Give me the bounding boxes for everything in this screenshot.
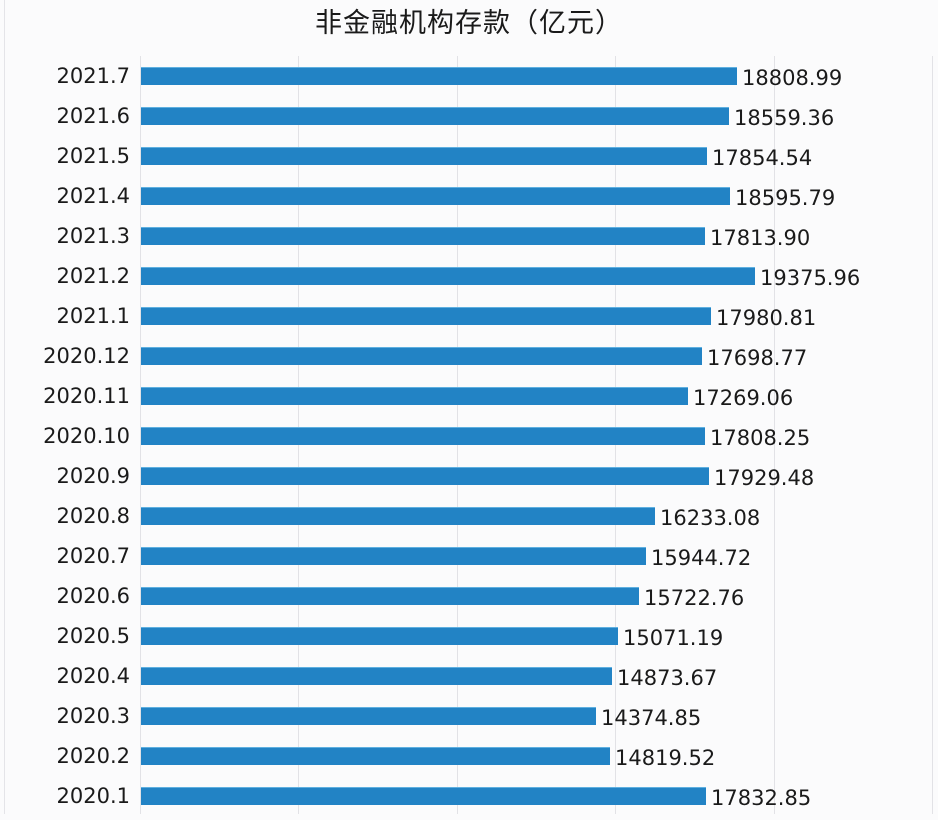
value-label: 15071.19: [623, 626, 724, 650]
category-label: 2020.4: [56, 664, 130, 688]
category-label: 2020.12: [43, 344, 130, 368]
category-label: 2020.7: [56, 544, 130, 568]
bar: [141, 627, 618, 645]
value-label: 17980.81: [716, 306, 817, 330]
value-label: 17698.77: [707, 346, 808, 370]
category-label: 2020.6: [56, 584, 130, 608]
category-label: 2021.5: [56, 144, 130, 168]
bar: [141, 387, 688, 405]
bar: [141, 267, 755, 285]
category-label: 2021.1: [56, 304, 130, 328]
bar: [141, 347, 702, 365]
category-label: 2021.3: [56, 224, 130, 248]
category-label: 2020.10: [43, 424, 130, 448]
bar-row: 2020.2 14819.52: [0, 736, 938, 776]
bar-row: 2021.5 17854.54: [0, 136, 938, 176]
value-label: 15722.76: [644, 586, 745, 610]
bar: [141, 467, 709, 485]
chart-frame: [4, 0, 935, 814]
bar-row: 2020.8 16233.08: [0, 496, 938, 536]
value-label: 14374.85: [601, 706, 702, 730]
bar-row: 2020.7 15944.72: [0, 536, 938, 576]
category-label: 2020.2: [56, 744, 130, 768]
bar: [141, 427, 705, 445]
bar-row: 2020.1 17832.85: [0, 776, 938, 816]
gridline: [774, 56, 775, 814]
category-label: 2020.5: [56, 624, 130, 648]
category-label: 2020.9: [56, 464, 130, 488]
bar-row: 2020.5 15071.19: [0, 616, 938, 656]
value-label: 19375.96: [760, 266, 861, 290]
bar: [141, 507, 655, 525]
category-label: 2020.8: [56, 504, 130, 528]
category-label: 2021.7: [56, 64, 130, 88]
bar-row: 2021.6 18559.36: [0, 96, 938, 136]
bar: [141, 707, 596, 725]
bar-row: 2020.3 14374.85: [0, 696, 938, 736]
bar: [141, 787, 706, 805]
bar: [141, 547, 646, 565]
bar-row: 2020.6 15722.76: [0, 576, 938, 616]
gridline: [140, 56, 141, 814]
gridline: [932, 56, 933, 814]
bar-row: 2021.2 19375.96: [0, 256, 938, 296]
value-label: 14873.67: [617, 666, 718, 690]
bar: [141, 587, 639, 605]
bar-row: 2020.4 14873.67: [0, 656, 938, 696]
bar: [141, 107, 729, 125]
value-label: 16233.08: [660, 506, 761, 530]
category-label: 2020.3: [56, 704, 130, 728]
bar: [141, 187, 730, 205]
value-label: 17929.48: [714, 466, 815, 490]
value-label: 18595.79: [735, 186, 836, 210]
category-label: 2021.2: [56, 264, 130, 288]
bar-row: 2020.9 17929.48: [0, 456, 938, 496]
chart-title: 非金融机构存款（亿元）: [315, 8, 623, 39]
bar-row: 2021.7 18808.99: [0, 56, 938, 96]
value-label: 17808.25: [710, 426, 811, 450]
bar: [141, 147, 707, 165]
value-label: 17832.85: [711, 786, 812, 810]
value-label: 14819.52: [615, 746, 716, 770]
category-label: 2021.4: [56, 184, 130, 208]
value-label: 15944.72: [651, 546, 752, 570]
value-label: 17854.54: [712, 146, 813, 170]
bar-row: 2021.4 18595.79: [0, 176, 938, 216]
value-label: 18808.99: [742, 66, 843, 90]
category-label: 2020.11: [43, 384, 130, 408]
category-label: 2020.1: [56, 784, 130, 808]
bar: [141, 667, 612, 685]
value-label: 17269.06: [693, 386, 794, 410]
bar-row: 2020.12 17698.77: [0, 336, 938, 376]
bar-row: 2020.10 17808.25: [0, 416, 938, 456]
bar: [141, 67, 737, 85]
bar: [141, 747, 610, 765]
bar-row: 2020.11 17269.06: [0, 376, 938, 416]
bar-row: 2021.3 17813.90: [0, 216, 938, 256]
value-label: 17813.90: [710, 226, 811, 250]
bar: [141, 227, 705, 245]
category-label: 2021.6: [56, 104, 130, 128]
bar: [141, 307, 711, 325]
bar-row: 2021.1 17980.81: [0, 296, 938, 336]
value-label: 18559.36: [734, 106, 835, 130]
